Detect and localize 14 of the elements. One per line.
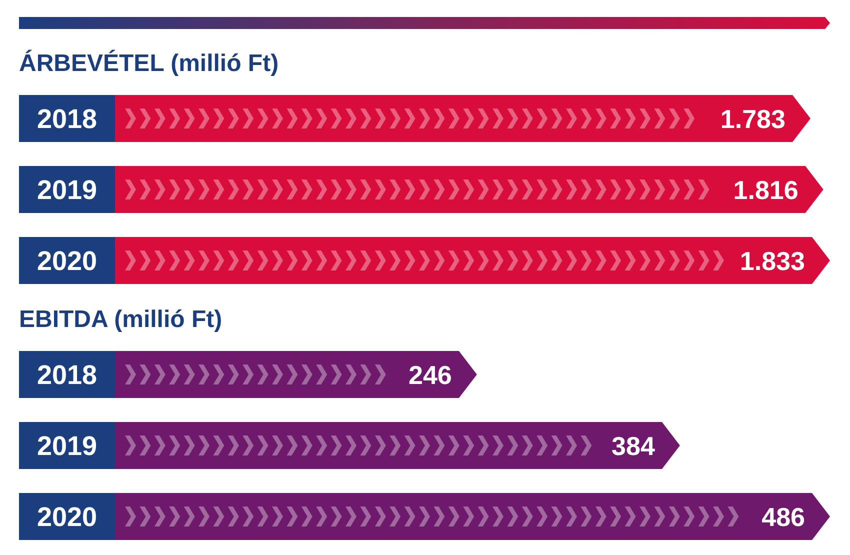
y-tick-label: 2018 (36, 104, 98, 134)
y-tick-label: 2019 (36, 431, 98, 461)
y-tick-label: 2019 (36, 175, 98, 205)
data-label: 1.816 (733, 175, 798, 205)
chart-title: EBITDA (millió Ft) (19, 306, 222, 333)
y-tick-label: 2018 (36, 360, 98, 390)
chart-title: ÁRBEVÉTEL (millió Ft) (19, 49, 279, 77)
data-label: 1.783 (720, 104, 786, 134)
data-label: 246 (408, 360, 452, 390)
y-tick-label: 2020 (36, 502, 98, 532)
y-tick-label: 2020 (36, 246, 98, 276)
data-label: 486 (762, 502, 805, 532)
data-label: 1.833 (740, 246, 805, 276)
data-label: 384 (612, 431, 656, 461)
